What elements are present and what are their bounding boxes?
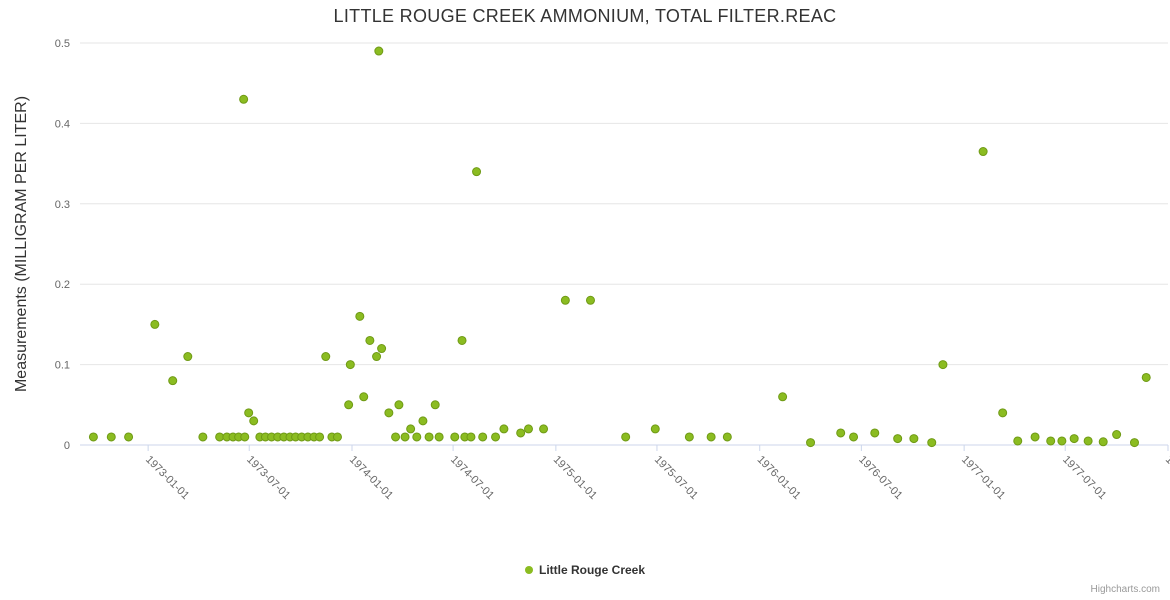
x-tick-label: 1976-07-01 [856, 454, 904, 502]
data-point[interactable] [377, 344, 387, 354]
data-point[interactable] [472, 167, 482, 177]
data-point[interactable] [585, 295, 595, 305]
data-point[interactable] [621, 432, 631, 442]
data-point[interactable] [434, 432, 444, 442]
data-point[interactable] [722, 432, 732, 442]
data-point[interactable] [1112, 430, 1122, 440]
legend-marker-icon [524, 566, 533, 574]
data-point[interactable] [523, 424, 533, 434]
data-point[interactable] [1129, 438, 1139, 448]
data-point[interactable] [1098, 437, 1108, 447]
x-tick-label: 1974-07-01 [448, 454, 496, 502]
data-point[interactable] [424, 432, 434, 442]
data-point[interactable] [1030, 432, 1040, 442]
data-point[interactable] [106, 432, 116, 442]
x-tick-label: 1977-07-01 [1060, 454, 1108, 502]
data-point[interactable] [539, 424, 549, 434]
data-point[interactable] [332, 432, 342, 442]
data-point[interactable] [516, 428, 526, 438]
data-point[interactable] [365, 335, 375, 345]
data-point[interactable] [478, 432, 488, 442]
x-tick-label: 1975-01-01 [551, 454, 599, 502]
data-point[interactable] [893, 434, 903, 444]
data-point[interactable] [240, 432, 250, 442]
data-point[interactable] [355, 311, 365, 321]
credits-link[interactable]: Highcharts.com [1090, 584, 1160, 595]
data-point[interactable] [684, 432, 694, 442]
data-point[interactable] [457, 335, 467, 345]
data-point[interactable] [88, 432, 98, 442]
data-point[interactable] [1141, 372, 1151, 382]
data-point[interactable] [706, 432, 716, 442]
data-point[interactable] [321, 352, 331, 362]
data-point[interactable] [1083, 436, 1093, 446]
y-tick-label: 0.5 [55, 38, 70, 50]
data-point[interactable] [198, 432, 208, 442]
data-point[interactable] [1057, 436, 1067, 446]
x-tick-label: 1976-01-01 [755, 454, 803, 502]
data-point[interactable] [372, 352, 382, 362]
x-tick-label: 1977-01-01 [959, 454, 1007, 502]
x-tick-label: 1978-01-01 [1163, 454, 1170, 502]
data-point[interactable] [1013, 436, 1023, 446]
data-point[interactable] [406, 424, 416, 434]
data-point[interactable] [412, 432, 422, 442]
data-point[interactable] [183, 352, 193, 362]
data-point[interactable] [806, 438, 816, 448]
data-point[interactable] [909, 434, 919, 444]
legend-item[interactable]: Little Rouge Creek [0, 563, 1170, 577]
data-point[interactable] [836, 428, 846, 438]
x-tick-label: 1975-07-01 [652, 454, 700, 502]
data-point[interactable] [150, 319, 160, 329]
data-point[interactable] [778, 392, 788, 402]
data-point[interactable] [391, 432, 401, 442]
data-point[interactable] [927, 438, 937, 448]
data-point[interactable] [560, 295, 570, 305]
data-point[interactable] [978, 147, 988, 157]
data-point[interactable] [384, 408, 394, 418]
data-point[interactable] [124, 432, 134, 442]
data-point[interactable] [400, 432, 410, 442]
y-tick-label: 0.3 [55, 199, 70, 211]
data-point[interactable] [345, 360, 355, 370]
y-tick-label: 0.2 [55, 279, 70, 291]
legend-label: Little Rouge Creek [538, 563, 646, 577]
data-point[interactable] [499, 424, 509, 434]
y-axis-title: Measurements (MILLIGRAM PER LITER) [13, 96, 30, 392]
data-point[interactable] [491, 432, 501, 442]
data-point[interactable] [849, 432, 859, 442]
data-point[interactable] [168, 376, 178, 386]
data-point[interactable] [394, 400, 404, 410]
data-point[interactable] [870, 428, 880, 438]
data-point[interactable] [430, 400, 440, 410]
data-point[interactable] [998, 408, 1008, 418]
data-point[interactable] [466, 432, 476, 442]
data-point[interactable] [249, 416, 259, 426]
data-point[interactable] [239, 94, 249, 104]
data-point[interactable] [650, 424, 660, 434]
chart-title: LITTLE ROUGE CREEK AMMONIUM, TOTAL FILTE… [333, 6, 837, 26]
x-tick-label: 1974-01-01 [347, 454, 395, 502]
data-point[interactable] [1069, 434, 1079, 444]
y-tick-label: 0.4 [55, 118, 70, 130]
y-tick-label: 0.1 [55, 360, 70, 372]
data-point[interactable] [244, 408, 254, 418]
y-tick-label: 0 [64, 440, 70, 452]
x-tick-label: 1973-01-01 [143, 454, 191, 502]
data-point[interactable] [1046, 436, 1056, 446]
data-point[interactable] [374, 46, 384, 56]
x-tick-label: 1973-07-01 [244, 454, 292, 502]
data-point[interactable] [418, 416, 428, 426]
data-point[interactable] [450, 432, 460, 442]
data-point[interactable] [359, 392, 369, 402]
data-point[interactable] [315, 432, 325, 442]
data-point[interactable] [344, 400, 354, 410]
data-point[interactable] [938, 360, 948, 370]
